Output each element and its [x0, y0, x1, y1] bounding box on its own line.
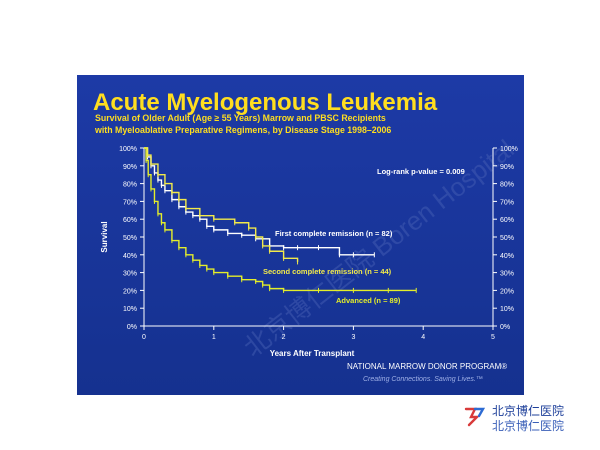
footer-program: NATIONAL MARROW DONOR PROGRAM®	[347, 362, 507, 371]
y-tick-label-left: 80%	[123, 182, 137, 189]
slide-subtitle-2: with Myeloablative Preparative Regimens,…	[94, 125, 391, 135]
corner-brand: 北京博仁医院 北京博仁医院	[492, 404, 592, 434]
first-cr-label: First complete remission (n = 82)	[275, 229, 393, 238]
y-tick-label-left: 0%	[127, 324, 137, 331]
y-tick-label-right: 80%	[500, 182, 514, 189]
chart-svg: 北京博仁医院 Boren Hospital Acute Myelogenous …	[93, 89, 520, 383]
advanced-label: Advanced (n = 89)	[336, 296, 401, 305]
x-tick-label: 4	[421, 334, 425, 341]
x-axis-label: Years After Transplant	[270, 349, 355, 358]
y-tick-label-left: 40%	[123, 253, 137, 260]
x-tick-label: 3	[351, 334, 355, 341]
slide-title: Acute Myelogenous Leukemia	[93, 89, 438, 116]
y-tick-label-left: 70%	[123, 199, 137, 206]
logrank-annotation: Log-rank p-value = 0.009	[377, 167, 465, 176]
y-tick-label-left: 20%	[123, 288, 137, 295]
footer-tagline: Creating Connections. Saving Lives.™	[363, 376, 483, 383]
x-tick-label: 5	[491, 334, 495, 341]
series-group	[144, 147, 417, 293]
y-tick-label-right: 60%	[500, 217, 514, 224]
corner-brand-line1: 北京博仁医院	[492, 404, 565, 418]
y-tick-label-right: 90%	[500, 164, 514, 171]
y-ticks-left: 0% 10% 20% 30% 40% 50% 60% 70% 80% 90% 100%	[119, 146, 144, 331]
y-tick-label-right: 100%	[500, 146, 518, 153]
x-tick-label: 0	[142, 334, 146, 341]
chart-slide: 北京博仁医院 Boren Hospital Acute Myelogenous …	[77, 75, 524, 395]
y-tick-label-left: 50%	[123, 235, 137, 242]
y-tick-label-left: 60%	[123, 217, 137, 224]
y-tick-label-left: 30%	[123, 271, 137, 278]
y-tick-label-right: 70%	[500, 199, 514, 206]
y-tick-label-left: 90%	[123, 164, 137, 171]
y-tick-label-right: 10%	[500, 306, 514, 313]
y-tick-label-left: 100%	[119, 146, 137, 153]
second-cr-label: Second complete remission (n = 44)	[263, 267, 392, 276]
y-tick-label-left: 10%	[123, 306, 137, 313]
y-tick-label-right: 30%	[500, 271, 514, 278]
y-tick-label-right: 20%	[500, 288, 514, 295]
hospital-logo-icon	[464, 407, 486, 427]
x-tick-label: 1	[212, 334, 216, 341]
y-tick-label-right: 0%	[500, 324, 510, 331]
corner-brand-line2: 北京博仁医院	[492, 419, 565, 433]
series-line-2	[144, 147, 299, 262]
x-tick-label: 2	[282, 334, 286, 341]
slide-subtitle-1: Survival of Older Adult (Age ≥ 55 Years)…	[95, 113, 386, 123]
x-ticks: 0 1 2 3 4 5	[142, 326, 495, 341]
y-tick-label-right: 50%	[500, 235, 514, 242]
y-axis-label: Survival	[100, 221, 109, 252]
y-tick-label-right: 40%	[500, 253, 514, 260]
y-ticks-right: 0% 10% 20% 30% 40% 50% 60% 70% 80% 90% 100%	[493, 146, 518, 331]
